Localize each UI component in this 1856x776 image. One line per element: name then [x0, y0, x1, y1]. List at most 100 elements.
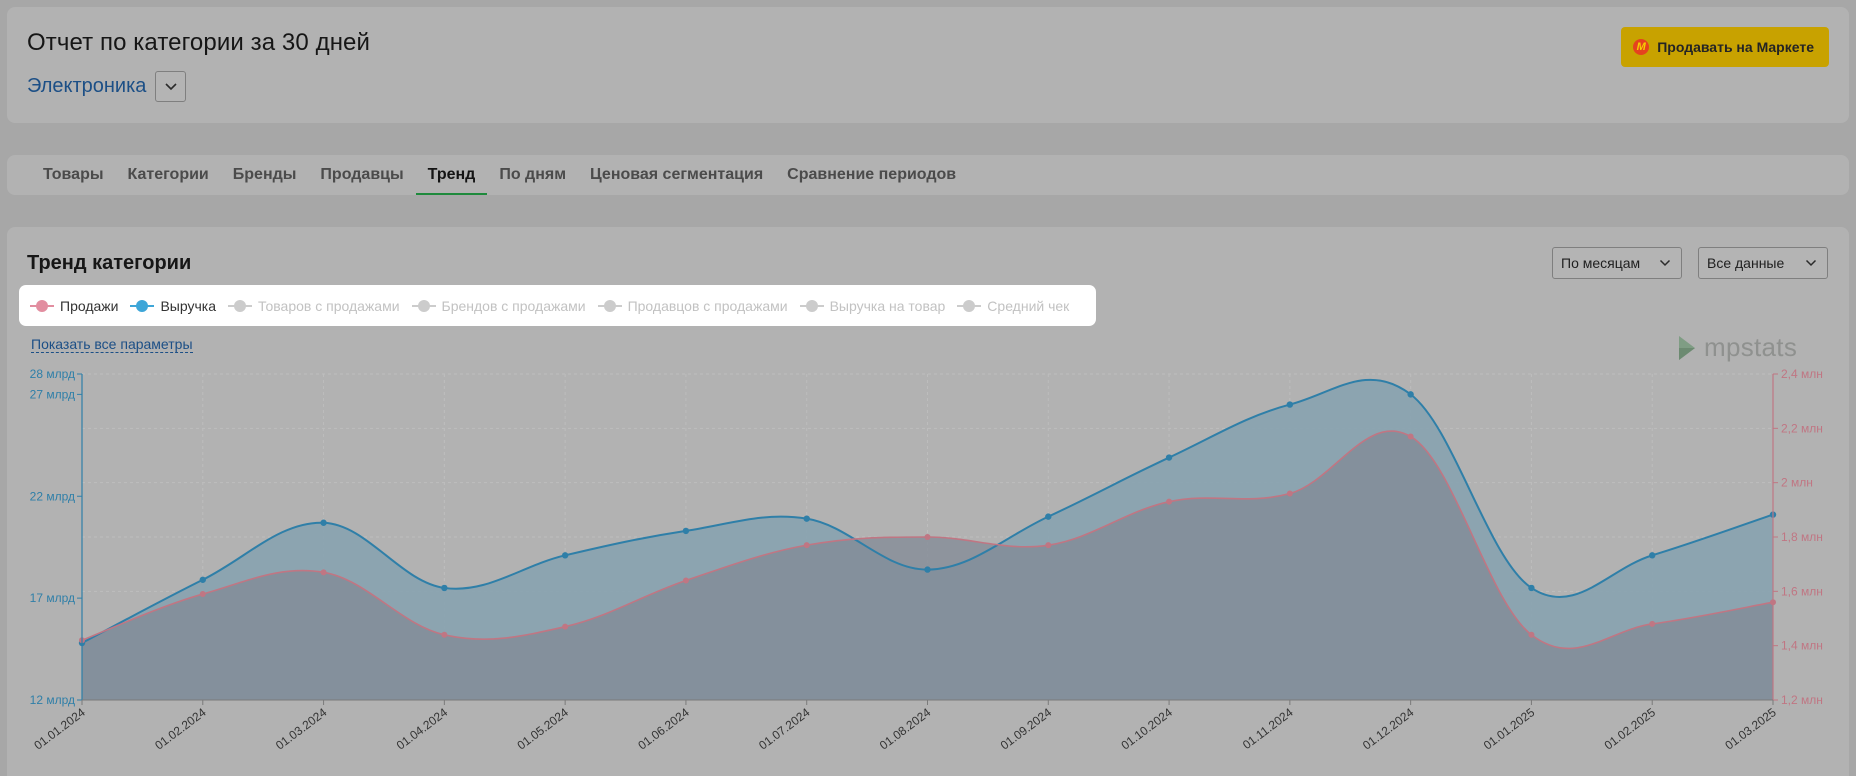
x-axis-tick-label: 01.08.2024 [877, 705, 934, 753]
revenue-point [561, 552, 569, 559]
period-select-value: По месяцам [1561, 255, 1641, 271]
legend-item[interactable]: Средний чек [957, 298, 1069, 314]
legend-label: Средний чек [987, 297, 1070, 314]
x-axis-tick-label: 01.05.2024 [515, 705, 572, 753]
data-select[interactable]: Все данные [1698, 247, 1828, 279]
page-title: Отчет по категории за 30 дней [27, 29, 371, 56]
right-axis-tick-label: 1,2 млн [1781, 693, 1823, 707]
legend-marker-icon [799, 299, 824, 312]
category-dropdown-button[interactable] [155, 71, 187, 102]
right-axis-tick-label: 1,6 млн [1781, 584, 1823, 598]
revenue-point [1165, 454, 1173, 461]
sales-point [199, 591, 206, 598]
sales-point [1045, 542, 1052, 549]
legend-marker-icon [30, 299, 54, 312]
legend-label: Брендов с продажами [441, 297, 586, 314]
revenue-point [1407, 391, 1414, 398]
period-select[interactable]: По месяцам [1552, 247, 1682, 279]
tab-4[interactable]: Тренд [415, 155, 488, 195]
tab-6[interactable]: Ценовая сегментация [590, 166, 764, 183]
sales-point [1166, 498, 1173, 505]
legend-label: Продажи [60, 297, 119, 314]
revenue-point [1528, 584, 1535, 592]
x-axis-tick-label: 01.01.2025 [1481, 705, 1538, 753]
revenue-point [1045, 513, 1052, 520]
chart-legend: Продажи Выручка Товаров с продажами Брендов… [19, 285, 1096, 326]
mpstats-logo: mpstats [1676, 332, 1797, 363]
x-axis-tick-label: 01.11.2024 [1240, 705, 1296, 752]
sales-point [803, 542, 810, 549]
x-axis-tick-label: 01.02.2025 [1602, 705, 1659, 753]
revenue-point [682, 527, 690, 535]
sell-on-market-label: Продавать на Маркете [1657, 39, 1814, 55]
mpstats-logo-icon [1679, 335, 1695, 360]
chevron-down-icon [1805, 259, 1817, 267]
legend-label: Продавцов с продажами [627, 297, 788, 314]
category-link[interactable]: Электроника [27, 75, 147, 97]
left-axis-tick-label: 22 млрд [30, 489, 75, 503]
right-axis-tick-label: 1,4 млн [1781, 639, 1823, 653]
revenue-point [441, 584, 448, 592]
legend-marker-icon [228, 299, 253, 312]
revenue-point [803, 515, 810, 522]
tab-3[interactable]: Продавцы [320, 166, 404, 183]
legend-item[interactable]: Продавцов с продажами [597, 297, 788, 314]
sales-point [924, 534, 931, 540]
left-axis-tick-label: 28 млрд [30, 367, 75, 381]
legend-item[interactable]: Продажи [30, 298, 118, 314]
chevron-down-icon [165, 83, 177, 91]
revenue-point [320, 519, 327, 526]
yandex-market-logo-icon: M [1633, 39, 1650, 55]
mpstats-logo-text: mpstats [1704, 332, 1798, 362]
sales-point [1286, 490, 1293, 497]
x-axis-tick-label: 01.07.2024 [756, 705, 813, 753]
tab-7[interactable]: Сравнение периодов [787, 166, 957, 183]
revenue-point [1286, 401, 1294, 408]
chart-title: Тренд категории [27, 252, 192, 274]
sales-line [81, 430, 1774, 650]
tab-0[interactable]: Товары [43, 166, 104, 183]
report-header: Отчет по категории за 30 дней Электроник… [7, 7, 1849, 123]
sales-point [1407, 433, 1414, 440]
legend-item[interactable]: Товаров с продажами [228, 298, 400, 314]
legend-label: Выручка [160, 297, 217, 314]
sales-point [441, 631, 448, 638]
x-axis-tick-label: 01.04.2024 [394, 705, 451, 753]
sales-point [1528, 631, 1535, 638]
x-axis-tick-label: 01.03.2025 [1722, 705, 1779, 753]
report-tabs: Товары Категории Бренды Продавцы Тренд По дня… [7, 155, 1849, 195]
legend-marker-icon [597, 299, 622, 312]
revenue-point [1649, 552, 1656, 559]
sales-point [1649, 620, 1656, 627]
show-all-params-link[interactable]: Показать все параметры [31, 336, 193, 353]
legend-marker-icon [130, 299, 155, 312]
sales-area [82, 431, 1773, 700]
sell-on-market-button[interactable]: M Продавать на Маркете [1621, 27, 1829, 67]
tab-5[interactable]: По дням [499, 166, 567, 183]
right-axis-tick-label: 2,4 млн [1781, 367, 1823, 381]
left-axis-tick-label: 27 млрд [30, 387, 75, 401]
revenue-line [81, 378, 1774, 644]
legend-label: Товаров с продажами [258, 297, 400, 314]
x-axis-tick-label: 01.12.2024 [1360, 705, 1417, 753]
legend-item[interactable]: Брендов с продажами [411, 297, 586, 314]
x-axis-tick-label: 01.03.2024 [273, 705, 330, 753]
x-axis-tick-label: 01.01.2024 [31, 705, 88, 753]
tab-2[interactable]: Бренды [232, 166, 297, 183]
x-axis-tick-label: 01.09.2024 [998, 705, 1055, 753]
legend-item[interactable]: Выручка на товар [799, 298, 945, 314]
revenue-point [199, 576, 206, 583]
right-axis-tick-label: 1,8 млн [1781, 530, 1823, 544]
legend-item[interactable]: Выручка [130, 298, 216, 314]
right-axis-tick-label: 2,2 млн [1781, 421, 1823, 435]
legend-marker-icon [411, 299, 436, 312]
tab-1[interactable]: Категории [127, 166, 209, 183]
x-axis-tick-label: 01.10.2024 [1118, 705, 1175, 753]
category-selector: Электроника [27, 71, 187, 102]
sales-point [562, 623, 569, 630]
left-axis-tick-label: 12 млрд [30, 693, 75, 707]
x-axis-tick-label: 01.06.2024 [635, 705, 692, 753]
left-axis-tick-label: 17 млрд [30, 591, 75, 605]
sales-point [682, 577, 689, 584]
